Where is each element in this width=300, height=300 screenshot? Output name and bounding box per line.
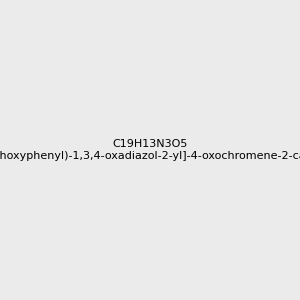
- Text: C19H13N3O5
N-[5-(4-methoxyphenyl)-1,3,4-oxadiazol-2-yl]-4-oxochromene-2-carboxam: C19H13N3O5 N-[5-(4-methoxyphenyl)-1,3,4-…: [0, 139, 300, 161]
